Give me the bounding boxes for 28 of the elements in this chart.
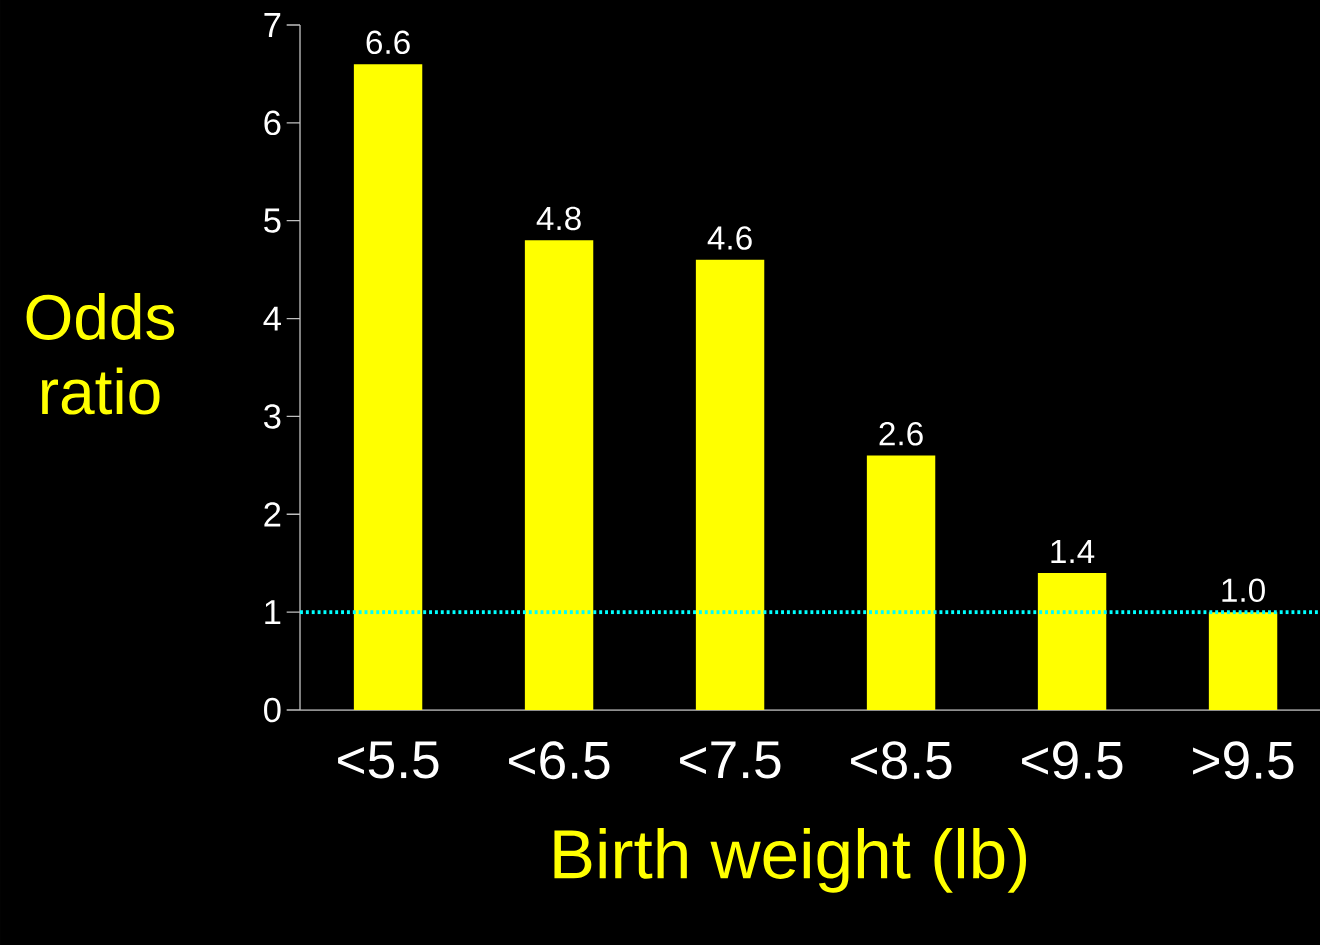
- y-tick-label: 4: [263, 306, 281, 331]
- bar: [1208, 612, 1278, 710]
- x-tick-label: <7.5: [680, 741, 781, 779]
- y-tick-label: 1: [265, 600, 281, 625]
- data-label: 1.0: [1222, 578, 1265, 603]
- data-label: 4.6: [707, 226, 752, 250]
- y-tick-label: 2: [264, 502, 281, 527]
- x-axis-title: Birth weight (lb): [554, 828, 1027, 893]
- bar: [1037, 572, 1107, 710]
- x-tick-label: <6.5: [509, 741, 610, 780]
- data-label: 1.4: [1051, 540, 1095, 563]
- bar: [353, 64, 423, 710]
- y-tick-label: 5: [264, 208, 281, 233]
- data-label: 6.6: [366, 30, 410, 55]
- y-tick-label: 0: [264, 697, 281, 723]
- x-tick-label: <8.5: [851, 741, 952, 780]
- x-tick-label: <9.5: [1022, 741, 1123, 780]
- x-tick-label: <5.5: [338, 741, 439, 779]
- y-tick-label: 3: [264, 404, 281, 429]
- y-tick-label: 6: [264, 110, 281, 136]
- bar: [524, 240, 594, 710]
- y-axis-title: Odds ratio: [26, 292, 175, 415]
- data-label: 4.8: [536, 206, 581, 231]
- bar: [866, 455, 936, 710]
- data-label: 2.6: [879, 421, 923, 446]
- x-tick-label: >9.5: [1193, 741, 1294, 780]
- bar: [695, 259, 765, 710]
- y-tick-label: 7: [264, 13, 281, 37]
